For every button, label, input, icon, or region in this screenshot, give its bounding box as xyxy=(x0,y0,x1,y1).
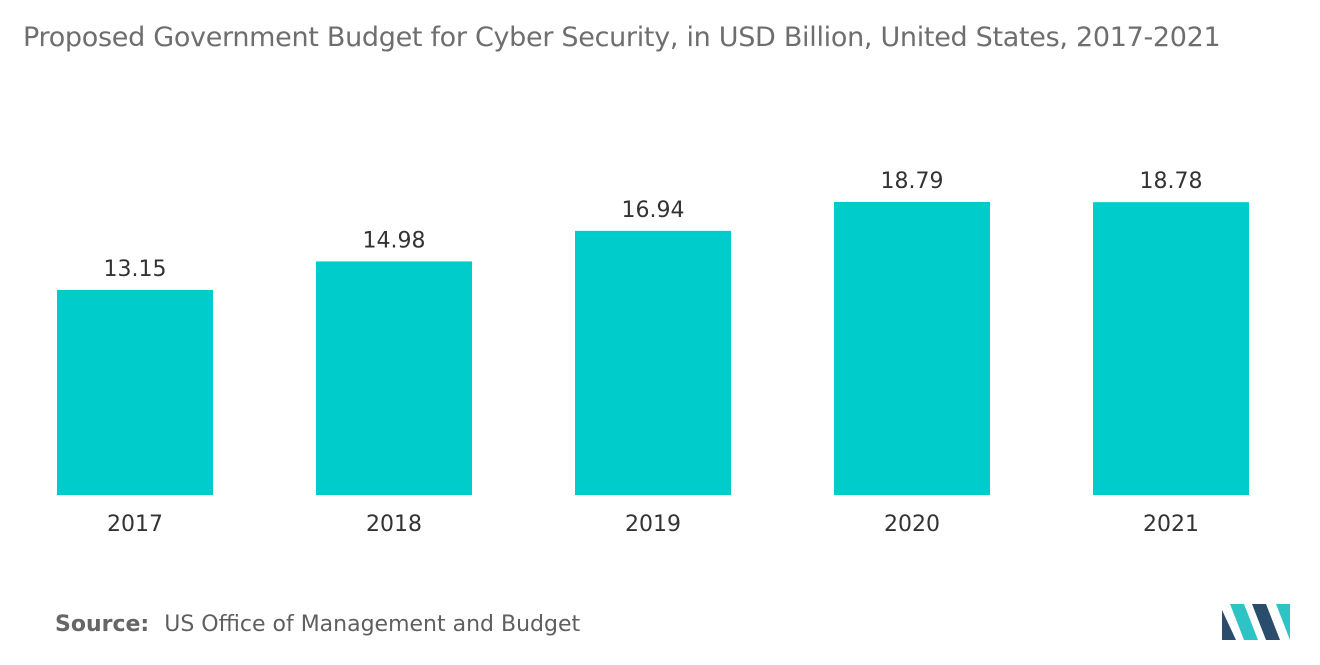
category-label-2020: 2020 xyxy=(884,512,940,537)
value-label-2019: 16.94 xyxy=(622,198,685,223)
source-note: Source: US Office of Management and Budg… xyxy=(55,612,580,637)
logo-right-stroke xyxy=(1252,604,1280,640)
mordor-logo-icon xyxy=(1222,604,1290,640)
value-label-2017: 13.15 xyxy=(104,257,167,282)
category-label-2019: 2019 xyxy=(625,512,681,537)
category-label-2018: 2018 xyxy=(366,512,422,537)
bar-2019 xyxy=(575,230,731,496)
value-label-2021: 18.78 xyxy=(1140,169,1203,194)
source-label: Source: xyxy=(55,612,150,637)
category-label-2017: 2017 xyxy=(107,512,163,537)
logo-left-stroke xyxy=(1222,610,1236,640)
bar-2017 xyxy=(57,289,213,495)
logo-end-stroke xyxy=(1276,604,1290,640)
bar-2020 xyxy=(834,202,990,495)
logo-mid-stroke xyxy=(1230,604,1258,640)
value-label-2020: 18.79 xyxy=(881,169,944,194)
chart-title: Proposed Government Budget for Cyber Sec… xyxy=(23,22,1221,53)
value-label-2018: 14.98 xyxy=(363,228,426,253)
bar-2018 xyxy=(316,261,472,495)
value-labels-group: 13.15 14.98 16.94 18.79 18.78 xyxy=(104,169,1203,282)
category-label-2021: 2021 xyxy=(1143,512,1199,537)
source-text: US Office of Management and Budget xyxy=(164,612,581,637)
bar-2021 xyxy=(1093,202,1249,495)
category-labels-group: 2017 2018 2019 2020 2021 xyxy=(107,512,1199,537)
bars-group xyxy=(57,202,1249,496)
